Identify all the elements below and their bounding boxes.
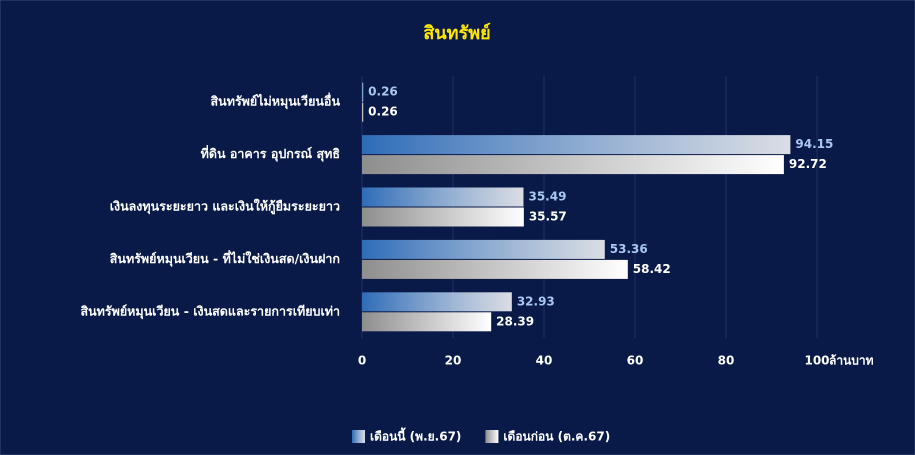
legend-swatch bbox=[485, 430, 499, 443]
y-tick-label: สินทรัพย์หมุนเวียน - ที่ไม่ใช่เงินสด/เงิ… bbox=[109, 250, 340, 267]
chart-title: สินทรัพย์ bbox=[423, 22, 490, 44]
legend-swatch bbox=[352, 430, 365, 443]
y-tick-label: เงินลงทุนระยะยาว และเงินให้กู้ยืมระยะยาว bbox=[110, 199, 340, 215]
bar bbox=[362, 82, 364, 102]
x-tick-label: 80 bbox=[718, 354, 735, 368]
value-label: 94.15 bbox=[795, 137, 833, 151]
bar bbox=[362, 135, 791, 155]
legend-label: เดือนนี้ (พ.ย.67) bbox=[370, 427, 461, 444]
x-axis-label: ล้านบาท bbox=[829, 354, 874, 368]
value-label: 58.42 bbox=[633, 262, 671, 276]
y-tick-label: สินทรัพย์ไม่หมุนเวียนอื่น bbox=[210, 93, 340, 110]
bar bbox=[362, 207, 524, 227]
value-label: 92.72 bbox=[789, 157, 827, 171]
y-tick-label: สินทรัพย์หมุนเวียน - เงินสดและรายการเทีย… bbox=[80, 303, 340, 319]
bar bbox=[362, 102, 364, 122]
value-label: 53.36 bbox=[610, 242, 648, 256]
value-label: 0.26 bbox=[368, 105, 398, 119]
x-tick-label: 60 bbox=[627, 354, 644, 368]
x-tick-label: 20 bbox=[445, 354, 462, 368]
y-tick-label: ที่ดิน อาคาร อุปกรณ์ สุทธิ bbox=[201, 145, 340, 162]
x-tick-label: 40 bbox=[536, 354, 553, 368]
bar bbox=[362, 259, 628, 279]
value-label: 35.57 bbox=[529, 210, 567, 224]
bar bbox=[362, 312, 492, 332]
value-label: 28.39 bbox=[496, 314, 534, 328]
legend-label: เดือนก่อน (ต.ค.67) bbox=[503, 430, 610, 444]
value-label: 35.49 bbox=[528, 190, 566, 204]
bar bbox=[362, 239, 605, 259]
bar bbox=[362, 187, 524, 207]
value-label: 32.93 bbox=[517, 294, 555, 308]
value-label: 0.26 bbox=[368, 85, 398, 99]
x-tick-label: 0 bbox=[358, 354, 366, 368]
bar bbox=[362, 292, 512, 312]
bar bbox=[362, 155, 784, 175]
x-tick-label: 100 bbox=[804, 354, 829, 368]
